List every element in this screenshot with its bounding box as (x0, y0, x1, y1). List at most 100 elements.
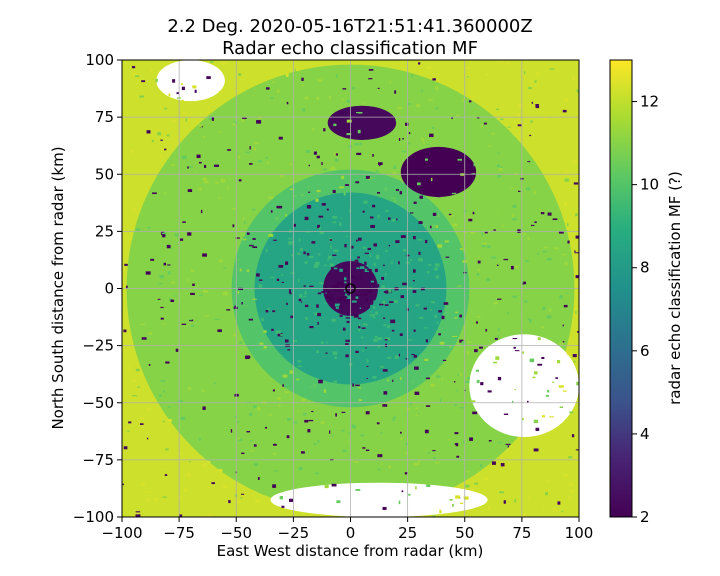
echo-speckle (541, 415, 546, 418)
echo-speckle (370, 177, 375, 179)
echo-speckle (400, 295, 405, 299)
echo-speckle (457, 285, 459, 289)
echo-speckle (199, 294, 203, 296)
echo-speckle (256, 120, 262, 124)
echo-speckle (362, 447, 366, 449)
echo-speckle (358, 325, 361, 329)
echo-speckle (484, 477, 489, 481)
echo-speckle (333, 380, 338, 384)
echo-speckle (453, 164, 457, 166)
echo-speckle (510, 265, 514, 270)
echo-speckle (427, 144, 430, 146)
echo-speckle (132, 395, 137, 397)
echo-speckle (449, 498, 453, 501)
echo-speckle (411, 173, 416, 178)
echo-speckle (167, 264, 171, 266)
echo-speckle (157, 132, 161, 136)
echo-speckle (339, 305, 343, 308)
echo-speckle (382, 506, 387, 510)
echo-speckle (429, 133, 434, 138)
echo-speckle (422, 140, 425, 144)
echo-speckle (366, 365, 369, 367)
echo-speckle (373, 306, 376, 309)
echo-speckle (170, 163, 175, 166)
echo-speckle (146, 498, 149, 502)
y-tick-label: −100 (73, 508, 114, 526)
echo-speckle (467, 163, 472, 167)
echo-speckle (133, 208, 136, 211)
echo-speckle (181, 86, 185, 91)
echo-speckle (377, 283, 380, 288)
echo-speckle (357, 129, 361, 134)
chart-title: 2.2 Deg. 2020-05-16T21:51:41.360000Z (167, 16, 532, 37)
echo-speckle (165, 448, 169, 451)
echo-speckle (537, 252, 540, 255)
echo-speckle (358, 317, 362, 320)
echo-speckle (402, 137, 404, 140)
echo-speckle (399, 431, 402, 434)
echo-speckle (278, 264, 284, 268)
echo-speckle (353, 425, 357, 429)
echo-speckle (432, 450, 436, 452)
echo-speckle (282, 384, 284, 387)
echo-speckle (564, 98, 569, 102)
echo-speckle (246, 232, 250, 235)
echo-speckle (342, 449, 347, 453)
echo-speckle (148, 364, 151, 366)
echo-speckle (328, 95, 331, 100)
echo-speckle (301, 108, 306, 112)
echo-speckle (459, 373, 462, 377)
echo-speckle (343, 269, 346, 273)
x-tick-label: −50 (220, 524, 252, 542)
echo-speckle (345, 317, 351, 319)
echo-speckle (552, 381, 555, 383)
x-tick-label: −100 (101, 524, 142, 542)
echo-speckle (531, 101, 534, 104)
echo-speckle (505, 443, 511, 446)
echo-speckle (268, 196, 274, 199)
echo-speckle (498, 491, 504, 494)
echo-speckle (459, 247, 464, 251)
echo-speckle (502, 224, 504, 228)
echo-speckle (340, 110, 346, 114)
echo-speckle (333, 267, 338, 270)
echo-speckle (195, 171, 197, 173)
echo-speckle (476, 117, 480, 119)
echo-speckle (517, 113, 520, 117)
echo-speckle (281, 281, 284, 283)
echo-speckle (375, 170, 379, 174)
echo-speckle (147, 226, 151, 229)
echo-speckle (285, 261, 289, 265)
echo-speckle (533, 419, 539, 424)
echo-speckle (493, 361, 498, 364)
echo-speckle (398, 500, 401, 505)
echo-speckle (275, 330, 281, 334)
echo-speckle (162, 496, 167, 498)
echo-speckle (290, 272, 295, 274)
echo-speckle (355, 384, 360, 387)
echo-speckle (330, 295, 334, 299)
echo-speckle (442, 359, 447, 362)
echo-region-3 (156, 60, 225, 102)
echo-speckle (325, 291, 327, 294)
echo-speckle (344, 184, 350, 186)
echo-speckle (429, 225, 432, 229)
echo-speckle (242, 117, 247, 119)
echo-speckle (309, 285, 314, 287)
echo-speckle (325, 352, 328, 354)
echo-speckle (434, 86, 439, 90)
echo-speckle (451, 192, 457, 195)
echo-speckle (126, 285, 128, 289)
echo-speckle (208, 116, 214, 120)
echo-speckle (348, 440, 350, 443)
echo-speckle (459, 314, 462, 318)
echo-speckle (313, 442, 317, 445)
echo-speckle (187, 473, 191, 477)
echo-speckle (317, 224, 320, 229)
echo-speckle (463, 496, 469, 500)
echo-speckle (505, 62, 511, 65)
echo-speckle (476, 316, 481, 318)
echo-speckle (194, 89, 197, 93)
echo-speckle (421, 89, 423, 92)
echo-speckle (341, 429, 345, 432)
